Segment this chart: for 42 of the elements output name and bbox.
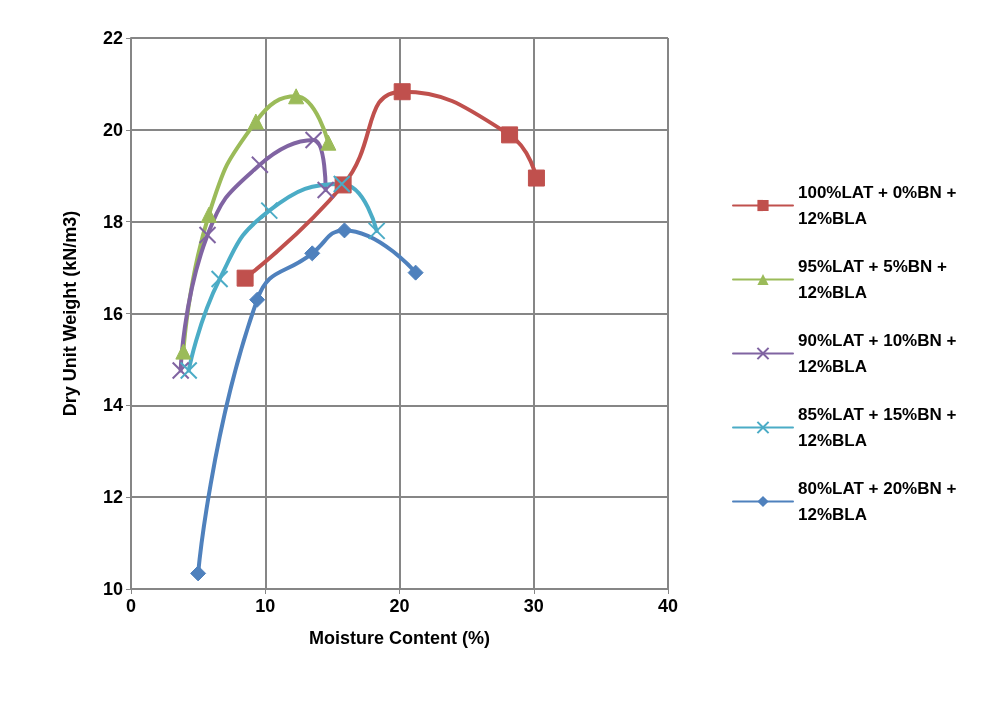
x-tick-label: 10: [255, 596, 276, 616]
point: [247, 113, 264, 130]
point: [336, 222, 353, 239]
point: [501, 126, 519, 144]
point: [316, 180, 335, 199]
legend-label: 95%LAT + 5%BN + 12%BLA: [798, 257, 952, 302]
x-tick-label: 0: [125, 596, 137, 616]
x-tick-label: 30: [523, 596, 544, 616]
y-tick-label: 10: [102, 579, 123, 599]
legend-label: 80%LAT + 20%BN + 12%BLA: [798, 479, 962, 524]
y-tick-label: 16: [102, 303, 123, 324]
legend-label: 100%LAT + 0%BN + 12%BLA: [798, 183, 962, 228]
point: [179, 361, 198, 380]
y-tick-label: 14: [102, 395, 123, 416]
point: [304, 245, 321, 262]
y-tick-label: 20: [102, 119, 123, 140]
point: [210, 270, 229, 289]
point: [304, 130, 323, 149]
point: [393, 83, 411, 101]
y-tick-label: 12: [102, 487, 123, 508]
y-axis-title: Dry Unit Weight (kN/m3): [60, 210, 80, 417]
point: [249, 291, 266, 308]
point: [200, 206, 217, 223]
legend-label: 90%LAT + 10%BN + 12%BLA: [798, 331, 962, 376]
point: [320, 134, 337, 151]
point: [260, 201, 279, 220]
point: [175, 343, 192, 360]
x-tick-label: 40: [657, 596, 679, 616]
y-tick-label: 18: [102, 211, 123, 232]
point: [367, 221, 386, 240]
point: [190, 565, 207, 582]
point: [250, 155, 269, 174]
y-tick-label: 22: [102, 28, 123, 48]
point: [198, 225, 217, 244]
point: [288, 88, 305, 105]
point: [407, 264, 424, 281]
legend-label: 85%LAT + 15%BN + 12%BLA: [798, 405, 962, 450]
point: [236, 269, 254, 287]
x-axis-title: Moisture Content (%): [309, 628, 490, 648]
x-tick-label: 20: [389, 596, 410, 616]
point: [527, 169, 545, 187]
point: [171, 361, 190, 380]
